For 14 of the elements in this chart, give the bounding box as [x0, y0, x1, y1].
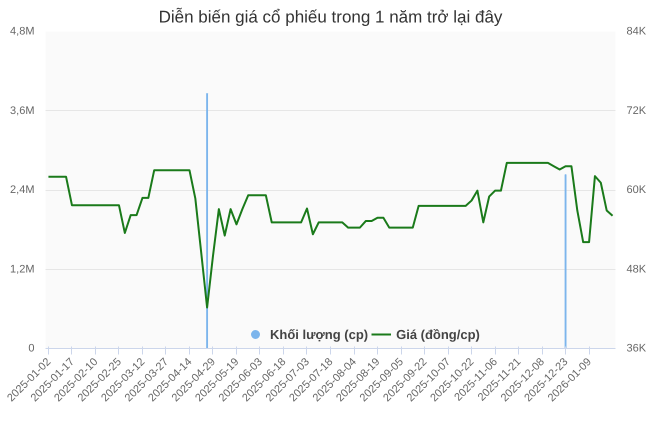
legend-label: Giá (đồng/cp): [396, 326, 480, 342]
chart-title: Diễn biến giá cổ phiếu trong 1 năm trở lại đây: [158, 8, 503, 26]
legend-label: Khối lượng (cp): [270, 326, 368, 342]
y-tick-label: 3,6M: [10, 104, 35, 117]
y-tick-label: 2,4M: [10, 184, 35, 196]
y2-tick-label: 72K: [626, 104, 647, 117]
y-tick-label: 1,2M: [10, 263, 35, 276]
y-tick-label: 0: [28, 342, 35, 354]
y2-tick-label: 84K: [626, 26, 647, 38]
y-tick-label: 4,8M: [10, 26, 35, 38]
y2-tick-label: 36K: [626, 342, 647, 354]
y2-tick-label: 48K: [626, 263, 647, 276]
line-series: [47, 162, 614, 309]
y2-tick-label: 60K: [626, 184, 647, 196]
